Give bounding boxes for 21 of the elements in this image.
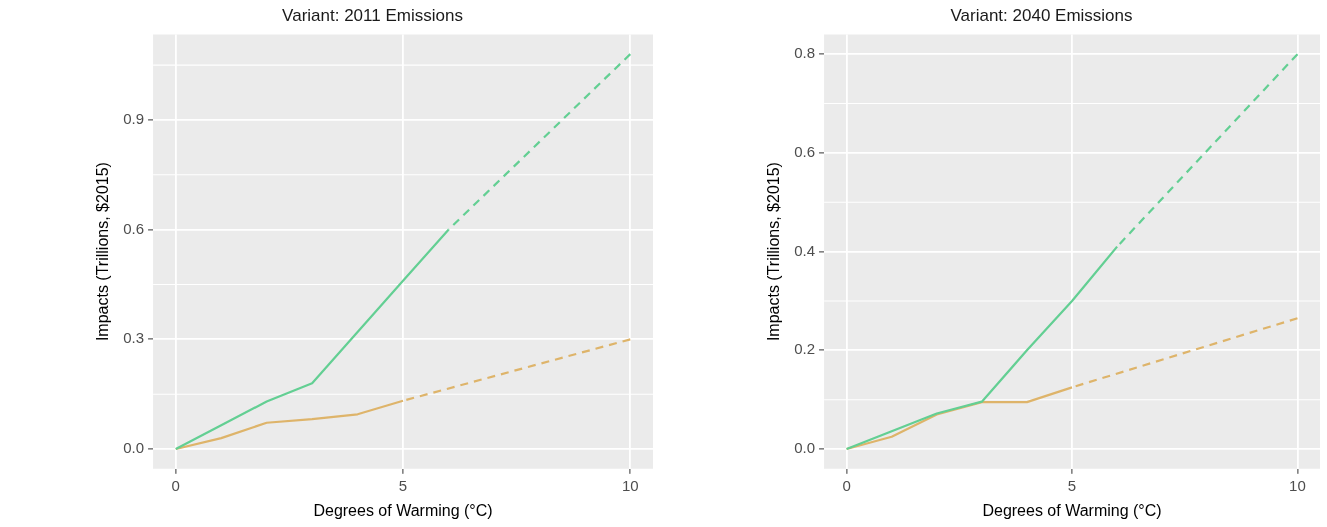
y-tick-label: 0.0 xyxy=(794,439,816,457)
y-axis-title: Impacts (Trillions, $2015) xyxy=(94,162,112,342)
y-tick-label: 0.6 xyxy=(794,143,816,161)
y-tick-label: 0.8 xyxy=(794,44,816,62)
y-tick-label: 0.4 xyxy=(794,241,816,259)
y-tick-label: 0.3 xyxy=(123,329,145,347)
x-axis-title: Degrees of Warming (°C) xyxy=(982,501,1162,519)
y-tick-label: 0.2 xyxy=(794,340,816,358)
x-tick-label: 10 xyxy=(621,476,639,494)
x-tick-label: 5 xyxy=(398,476,408,494)
x-tick-label: 10 xyxy=(1289,476,1306,494)
x-axis-title: Degrees of Warming (°C) xyxy=(313,501,493,519)
y-axis-title: Impacts (Trillions, $2015) xyxy=(765,162,783,342)
x-tick-label: 0 xyxy=(842,476,851,494)
chart-title: Variant: 2040 Emissions xyxy=(950,5,1133,25)
y-tick-label: 0.6 xyxy=(123,219,145,237)
y-tick-label: 0.9 xyxy=(123,110,145,128)
chart-title: Variant: 2011 Emissions xyxy=(282,5,463,25)
y-tick-label: 0.0 xyxy=(123,439,145,457)
x-tick-label: 5 xyxy=(1067,476,1077,494)
x-tick-label: 0 xyxy=(171,476,180,494)
